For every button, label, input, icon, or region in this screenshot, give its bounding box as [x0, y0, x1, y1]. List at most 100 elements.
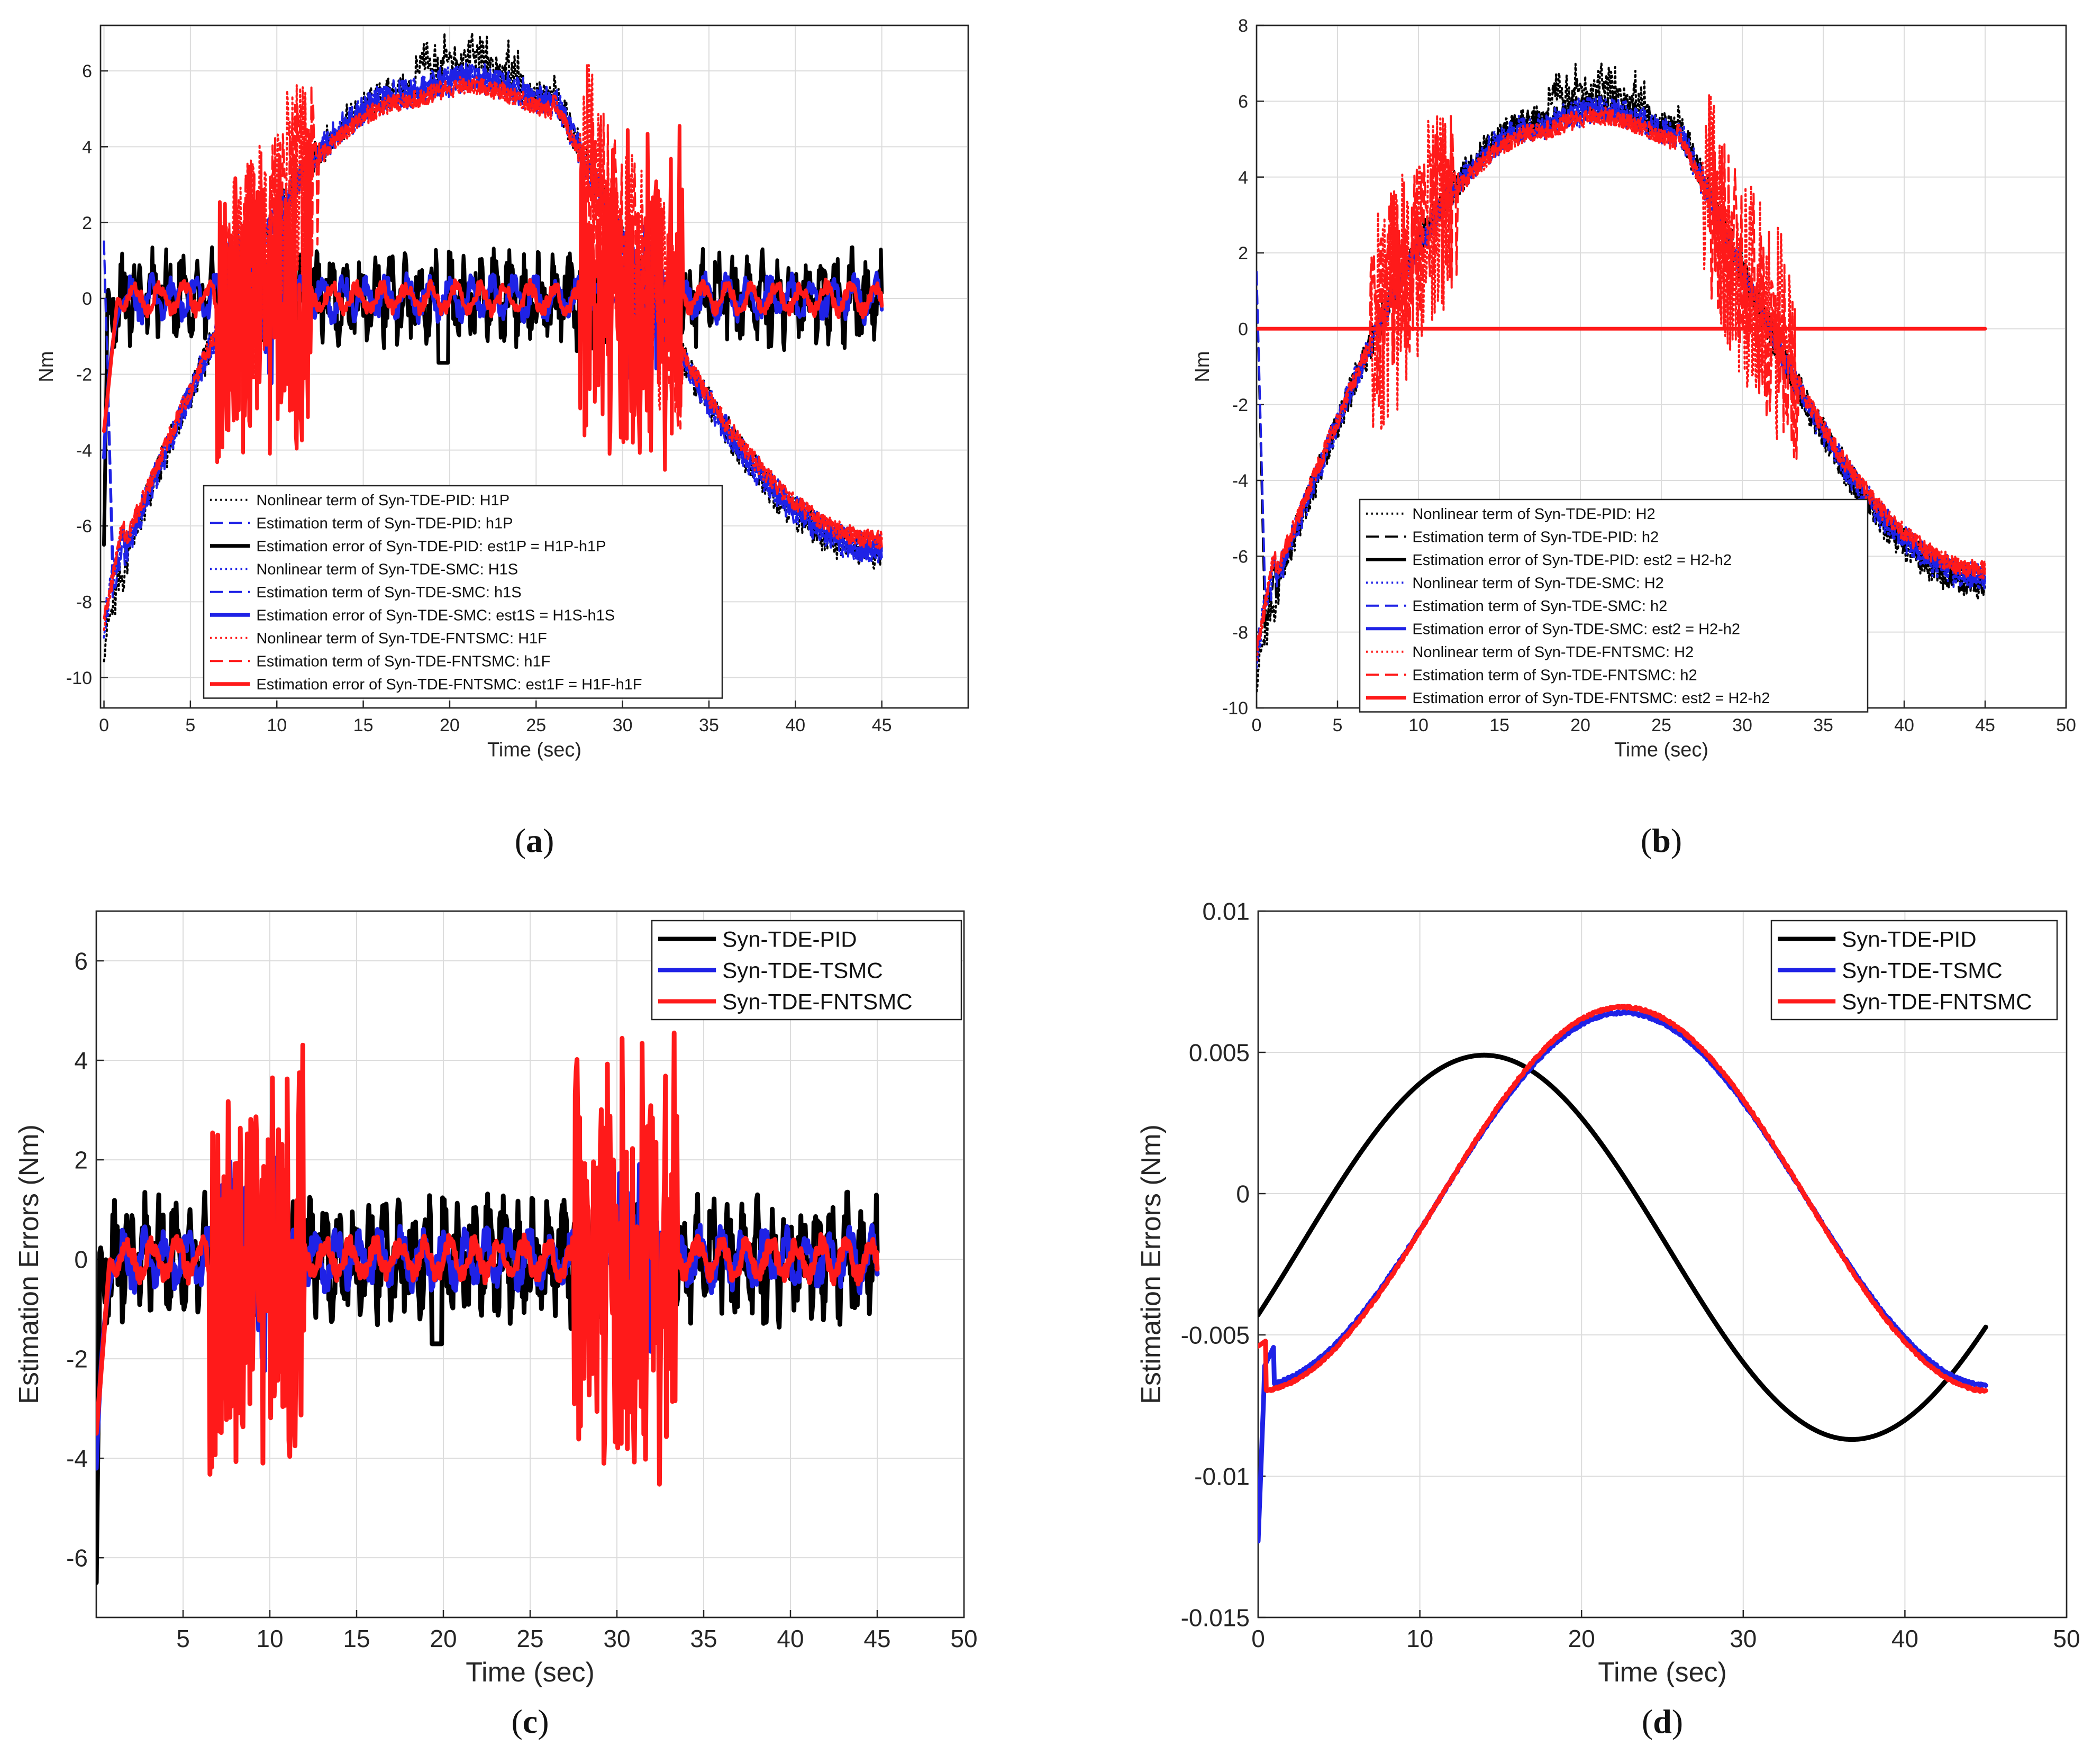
panel-label: (b)	[1641, 822, 1682, 859]
x-axis-label: Time (sec)	[466, 1657, 595, 1688]
y-tick-label: -0.015	[1181, 1604, 1250, 1632]
series-line-9	[102, 124, 884, 472]
axis-border	[1257, 910, 2068, 1618]
y-tick-label: -6	[66, 1544, 88, 1572]
y-tick-label: -6	[76, 516, 92, 537]
y-tick-label: -10	[1222, 698, 1248, 719]
x-tick-label: 40	[777, 1625, 804, 1652]
legend-box	[203, 485, 723, 699]
legend-entry: Syn-TDE-FNTSMC	[1842, 989, 2032, 1014]
y-axis-label: Estimation Errors (Nm)	[1136, 1124, 1167, 1404]
y-tick-label: -8	[1232, 623, 1248, 643]
legend-entry: Estimation error of Syn-TDE-PID: est1P =…	[256, 538, 606, 555]
x-tick-label: 40	[1894, 715, 1914, 735]
y-tick-label: 4	[1238, 168, 1248, 188]
x-tick-label: 5	[176, 1625, 190, 1652]
axis-border	[95, 910, 965, 1618]
y-tick-label: 0.01	[1202, 898, 1250, 925]
y-tick-label: 0	[82, 289, 92, 309]
x-tick-label: 20	[440, 715, 460, 735]
x-tick-label: 25	[526, 715, 546, 735]
plot-area	[1257, 910, 2068, 1618]
x-tick-label: 30	[613, 715, 633, 735]
x-tick-label: 5	[1333, 715, 1343, 735]
legend-entry: Nonlinear term of Syn-TDE-FNTSMC: H1F	[256, 630, 547, 647]
y-tick-label: 2	[1238, 243, 1248, 263]
y-tick-label: -2	[1232, 395, 1248, 415]
x-axis-label: Time (sec)	[487, 739, 581, 761]
x-tick-label: 50	[2053, 1625, 2080, 1652]
y-tick-label: 0	[1238, 320, 1248, 340]
x-tick-label: 50	[950, 1625, 977, 1652]
y-tick-label: -10	[66, 668, 92, 688]
y-tick-label: -0.01	[1194, 1463, 1250, 1490]
x-tick-label: 40	[785, 715, 805, 735]
x-tick-label: 20	[1570, 715, 1590, 735]
x-tick-label: 10	[256, 1625, 283, 1652]
x-tick-label: 45	[863, 1625, 890, 1652]
legend-entry: Estimation term of Syn-TDE-PID: h1P	[256, 515, 513, 532]
legend-entry: Syn-TDE-TSMC	[722, 958, 883, 983]
legend-entry: Estimation error of Syn-TDE-FNTSMC: est1…	[256, 676, 642, 693]
x-tick-label: 15	[353, 715, 374, 735]
y-tick-label: 6	[82, 61, 92, 81]
y-tick-label: 6	[1238, 92, 1248, 112]
chart-c: 5 10 15 20 25 30 35 40 45 50 -6 -4 -2 0 2 4 6 Time (sec) E…	[14, 910, 978, 1740]
y-tick-label: 0	[1236, 1180, 1250, 1208]
legend-entry: Nonlinear term of Syn-TDE-FNTSMC: H2	[1412, 644, 1694, 661]
legend-entry: Nonlinear term of Syn-TDE-PID: H2	[1412, 506, 1655, 523]
legend: Syn-TDE-PID Syn-TDE-TSMC Syn-TDE-FNTSMC	[1770, 920, 2058, 1021]
legend-entry: Estimation term of Syn-TDE-FNTSMC: h1F	[256, 653, 550, 670]
y-axis-label: Estimation Errors (Nm)	[14, 1124, 44, 1404]
legend-entry: Estimation term of Syn-TDE-SMC: h2	[1412, 598, 1667, 615]
y-tick-label: 6	[74, 948, 88, 975]
y-tick-label: 4	[82, 138, 92, 158]
y-tick-label: 0	[74, 1246, 88, 1274]
x-tick-label: 25	[1651, 715, 1671, 735]
x-tick-label: 30	[1732, 715, 1752, 735]
x-tick-label: 15	[1489, 715, 1509, 735]
legend: Nonlinear term of Syn-TDE-PID: H1P Estima…	[203, 485, 723, 699]
x-tick-label: 15	[343, 1625, 370, 1652]
x-tick-label: 20	[430, 1625, 457, 1652]
y-axis-label: Nm	[35, 351, 58, 382]
x-tick-label: 0	[1251, 1625, 1265, 1652]
y-tick-label: -0.005	[1181, 1322, 1250, 1349]
legend-entry: Nonlinear term of Syn-TDE-PID: H1P	[256, 492, 510, 509]
legend-entry: Estimation term of Syn-TDE-PID: h2	[1412, 529, 1659, 546]
series-line-1	[1258, 1052, 1988, 1442]
y-axis-label: Nm	[1191, 351, 1214, 382]
legend-entry: Syn-TDE-PID	[1842, 927, 1976, 952]
legend-entry: Syn-TDE-TSMC	[1842, 958, 2002, 983]
y-tick-label: 8	[1238, 16, 1248, 36]
legend-entry: Estimation error of Syn-TDE-SMC: est2 = …	[1412, 621, 1740, 638]
chart-b: 0 5 10 15 20 25 30 35 40 45 50 -10 -8 -6 -4 -2 0 2 4 6 8 Time…	[1191, 16, 2076, 859]
legend-entry: Syn-TDE-PID	[722, 927, 857, 952]
legend-entry: Nonlinear term of Syn-TDE-SMC: H1S	[256, 561, 518, 578]
y-tick-label: 2	[74, 1147, 88, 1174]
x-tick-label: 10	[1408, 715, 1429, 735]
x-tick-label: 0	[99, 715, 109, 735]
y-tick-label: -2	[76, 365, 92, 385]
chart-a: 0 5 10 15 20 25 30 35 40 45 -10 -8 -6 -4 -2 0 2 4 6 Time (s…	[35, 24, 969, 859]
legend-entry: Estimation error of Syn-TDE-PID: est2 = …	[1412, 552, 1732, 569]
legend-entry: Estimation error of Syn-TDE-SMC: est1S =…	[256, 607, 615, 624]
y-tick-label: -6	[1232, 547, 1248, 567]
y-tick-label: -4	[76, 441, 92, 461]
x-tick-label: 20	[1568, 1625, 1595, 1652]
x-tick-label: 50	[2056, 715, 2076, 735]
x-tick-label: 30	[603, 1625, 630, 1652]
legend-entry: Estimation term of Syn-TDE-SMC: h1S	[256, 584, 521, 601]
x-tick-label: 35	[690, 1625, 717, 1652]
series-line-8	[1257, 108, 1986, 650]
series-line-4	[103, 65, 883, 639]
x-tick-label: 10	[267, 715, 287, 735]
y-tick-label: 2	[82, 213, 92, 233]
x-tick-label: 35	[1813, 715, 1833, 735]
chart-d: 0 10 20 30 40 50 -0.015 -0.01 -0.005 0 0.005 0.01 Ti…	[1136, 898, 2080, 1740]
y-tick-label: -8	[76, 593, 92, 613]
legend-entry: Nonlinear term of Syn-TDE-SMC: H2	[1412, 575, 1663, 592]
x-tick-label: 5	[185, 715, 195, 735]
x-tick-label: 35	[699, 715, 719, 735]
y-tick-label: 0.005	[1189, 1039, 1250, 1067]
